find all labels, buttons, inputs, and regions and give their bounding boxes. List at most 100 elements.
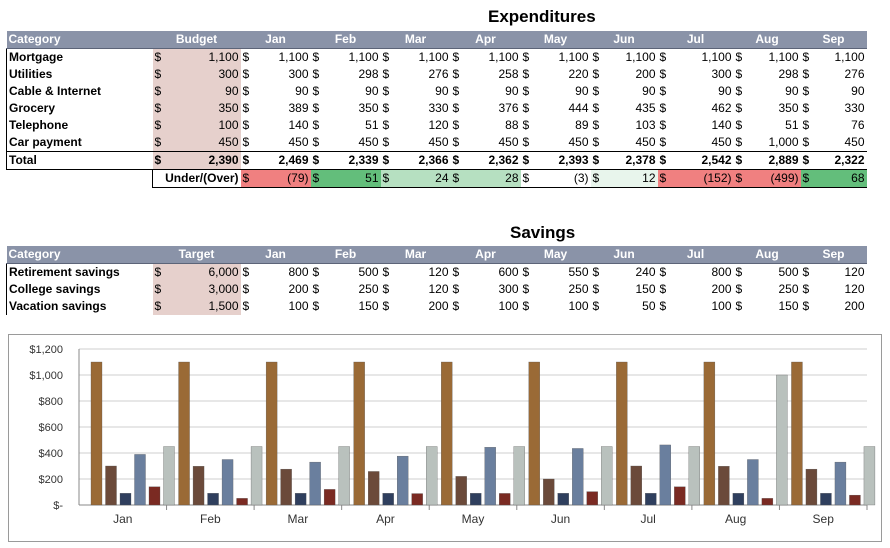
month-cell[interactable]: $200	[241, 281, 311, 298]
month-cell[interactable]: $1,100	[591, 49, 658, 67]
total-month-cell[interactable]: $2,322	[800, 151, 867, 170]
total-month-cell[interactable]: $2,393	[520, 151, 591, 170]
month-cell[interactable]: $90	[591, 83, 658, 100]
month-cell[interactable]: $90	[734, 83, 801, 100]
under-over-cell[interactable]: $28	[450, 169, 521, 188]
month-cell[interactable]: $140	[658, 117, 734, 134]
month-cell[interactable]: $120	[801, 281, 867, 298]
month-cell[interactable]: $100	[658, 298, 734, 315]
month-cell[interactable]: $120	[801, 264, 867, 282]
month-cell[interactable]: $200	[801, 298, 867, 315]
category-cell[interactable]: Vacation savings	[6, 298, 153, 315]
category-cell[interactable]: Retirement savings	[6, 263, 153, 281]
month-cell[interactable]: $258	[451, 66, 521, 83]
month-cell[interactable]: $435	[591, 100, 658, 117]
under-over-cell[interactable]: $ (152)	[657, 169, 734, 188]
total-month-cell[interactable]: $2,378	[590, 151, 658, 170]
month-cell[interactable]: $88	[451, 117, 521, 134]
target-cell[interactable]: $3,000	[152, 281, 241, 298]
month-cell[interactable]: $100	[241, 298, 311, 315]
month-cell[interactable]: $140	[241, 117, 311, 134]
month-cell[interactable]: $1,000	[734, 134, 801, 152]
category-cell[interactable]: Utilities	[6, 66, 153, 83]
month-cell[interactable]: $150	[734, 298, 801, 315]
under-over-cell[interactable]: $51	[310, 169, 381, 188]
month-cell[interactable]: $462	[658, 100, 734, 117]
month-cell[interactable]: $89	[521, 117, 591, 134]
month-cell[interactable]: $300	[451, 281, 521, 298]
target-cell[interactable]: $1,500	[152, 298, 241, 315]
month-cell[interactable]: $220	[521, 66, 591, 83]
month-cell[interactable]: $1,100	[521, 49, 591, 67]
month-cell[interactable]: $150	[591, 281, 658, 298]
month-cell[interactable]: $200	[591, 66, 658, 83]
month-cell[interactable]: $276	[381, 66, 451, 83]
budget-cell[interactable]: $100	[152, 117, 241, 134]
category-cell[interactable]: Grocery	[6, 100, 153, 117]
month-cell[interactable]: $51	[734, 117, 801, 134]
month-cell[interactable]: $90	[658, 83, 734, 100]
month-cell[interactable]: $51	[311, 117, 381, 134]
month-cell[interactable]: $90	[311, 83, 381, 100]
category-cell[interactable]: College savings	[6, 281, 153, 298]
month-cell[interactable]: $100	[451, 298, 521, 315]
month-cell[interactable]: $240	[591, 264, 658, 282]
month-cell[interactable]: $200	[658, 281, 734, 298]
total-month-cell[interactable]: $2,469	[240, 151, 311, 170]
month-cell[interactable]: $250	[311, 281, 381, 298]
budget-cell[interactable]: $300	[152, 66, 241, 83]
month-cell[interactable]: $100	[521, 298, 591, 315]
month-cell[interactable]: $444	[521, 100, 591, 117]
category-cell[interactable]: Cable & Internet	[6, 83, 153, 100]
month-cell[interactable]: $450	[381, 134, 451, 152]
month-cell[interactable]: $300	[658, 66, 734, 83]
month-cell[interactable]: $76	[801, 117, 867, 134]
total-month-cell[interactable]: $2,362	[450, 151, 521, 170]
under-over-cell[interactable]: $ (3)	[520, 169, 591, 188]
month-cell[interactable]: $1,100	[734, 49, 801, 67]
under-over-cell[interactable]: $12	[590, 169, 658, 188]
month-cell[interactable]: $120	[381, 264, 451, 282]
total-budget-cell[interactable]: $2,390	[152, 151, 241, 170]
month-cell[interactable]: $150	[311, 298, 381, 315]
month-cell[interactable]: $90	[521, 83, 591, 100]
month-cell[interactable]: $376	[451, 100, 521, 117]
total-label[interactable]: Total	[6, 151, 153, 170]
month-cell[interactable]: $450	[451, 134, 521, 152]
month-cell[interactable]: $330	[381, 100, 451, 117]
category-cell[interactable]: Car payment	[6, 134, 153, 152]
month-cell[interactable]: $800	[658, 264, 734, 282]
month-cell[interactable]: $450	[591, 134, 658, 152]
month-cell[interactable]: $90	[241, 83, 311, 100]
month-cell[interactable]: $800	[241, 264, 311, 282]
month-cell[interactable]: $90	[801, 83, 867, 100]
month-cell[interactable]: $450	[241, 134, 311, 152]
total-month-cell[interactable]: $2,542	[657, 151, 734, 170]
budget-cell[interactable]: $1,100	[152, 48, 241, 66]
month-cell[interactable]: $500	[734, 264, 801, 282]
target-cell[interactable]: $6,000	[152, 263, 241, 281]
month-cell[interactable]: $300	[241, 66, 311, 83]
month-cell[interactable]: $103	[591, 117, 658, 134]
month-cell[interactable]: $600	[451, 264, 521, 282]
month-cell[interactable]: $1,100	[241, 49, 311, 67]
month-cell[interactable]: $250	[734, 281, 801, 298]
month-cell[interactable]: $450	[521, 134, 591, 152]
month-cell[interactable]: $90	[381, 83, 451, 100]
month-cell[interactable]: $450	[658, 134, 734, 152]
month-cell[interactable]: $330	[801, 100, 867, 117]
month-cell[interactable]: $389	[241, 100, 311, 117]
month-cell[interactable]: $500	[311, 264, 381, 282]
month-cell[interactable]: $250	[521, 281, 591, 298]
month-cell[interactable]: $298	[311, 66, 381, 83]
month-cell[interactable]: $200	[381, 298, 451, 315]
month-cell[interactable]: $1,100	[451, 49, 521, 67]
total-month-cell[interactable]: $2,339	[310, 151, 381, 170]
month-cell[interactable]: $50	[591, 298, 658, 315]
month-cell[interactable]: $1,100	[658, 49, 734, 67]
month-cell[interactable]: $120	[381, 117, 451, 134]
month-cell[interactable]: $276	[801, 66, 867, 83]
month-cell[interactable]: $350	[311, 100, 381, 117]
month-cell[interactable]: $1,100	[381, 49, 451, 67]
under-over-cell[interactable]: $68	[800, 169, 867, 188]
